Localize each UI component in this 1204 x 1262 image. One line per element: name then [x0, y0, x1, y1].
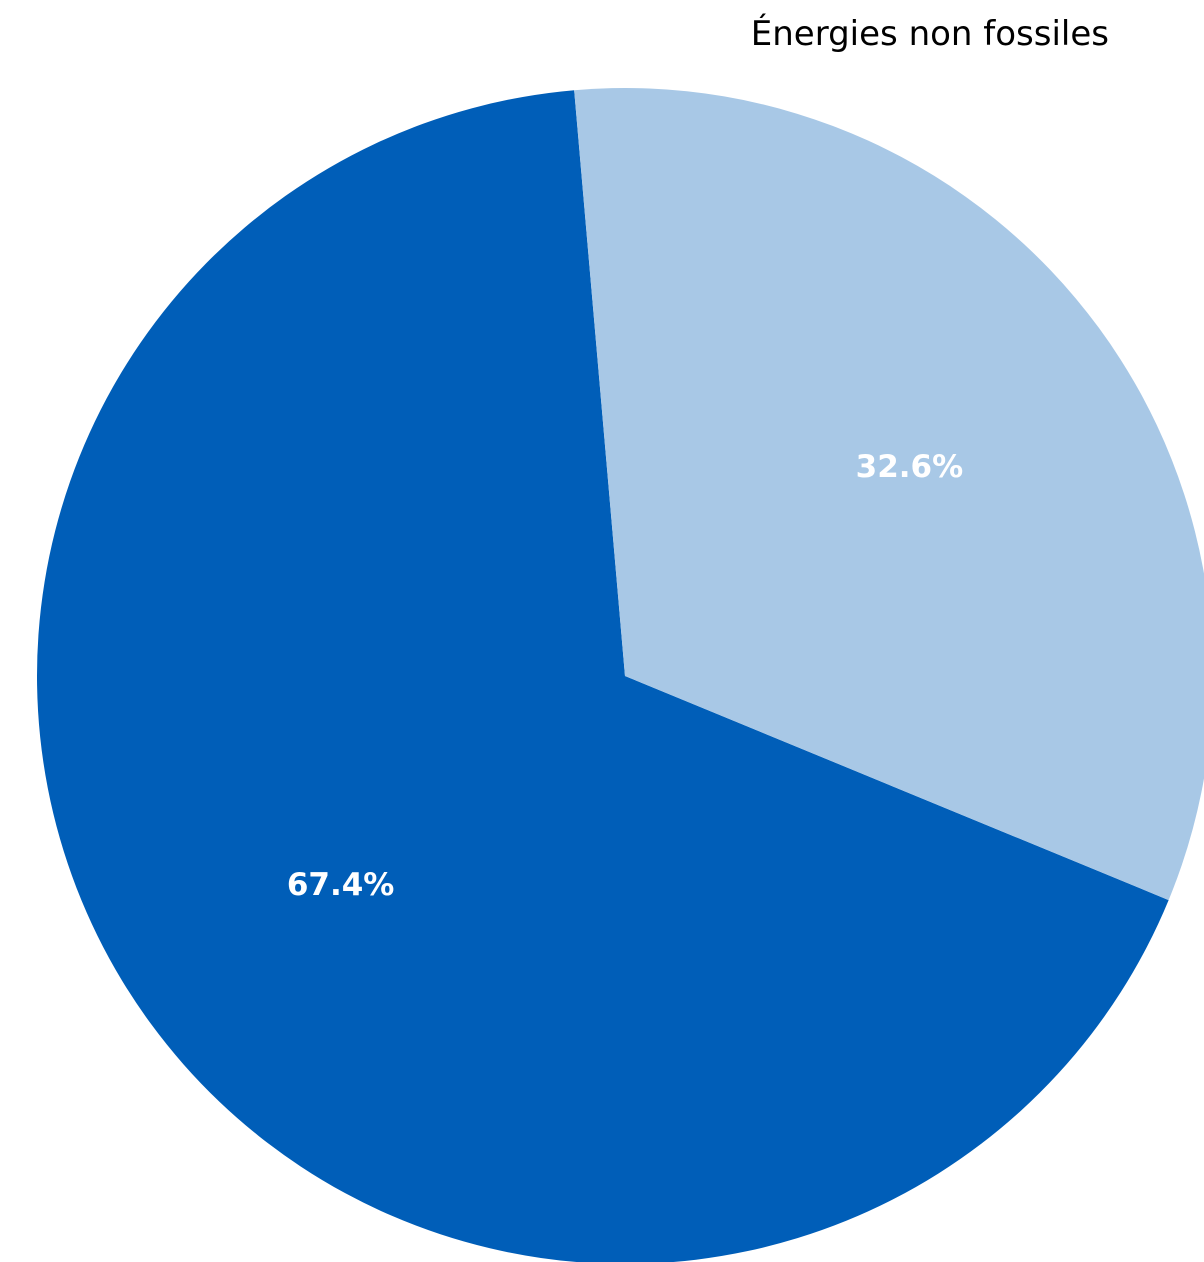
- pie-slice-0: [37, 90, 1169, 1262]
- pie-slice-label-0: 67.4%: [287, 867, 395, 903]
- pie-slice-label-1: 32.6%: [856, 449, 964, 485]
- chart-title: Énergies non fossiles: [750, 14, 1109, 54]
- pie-slice-1: [574, 88, 1204, 901]
